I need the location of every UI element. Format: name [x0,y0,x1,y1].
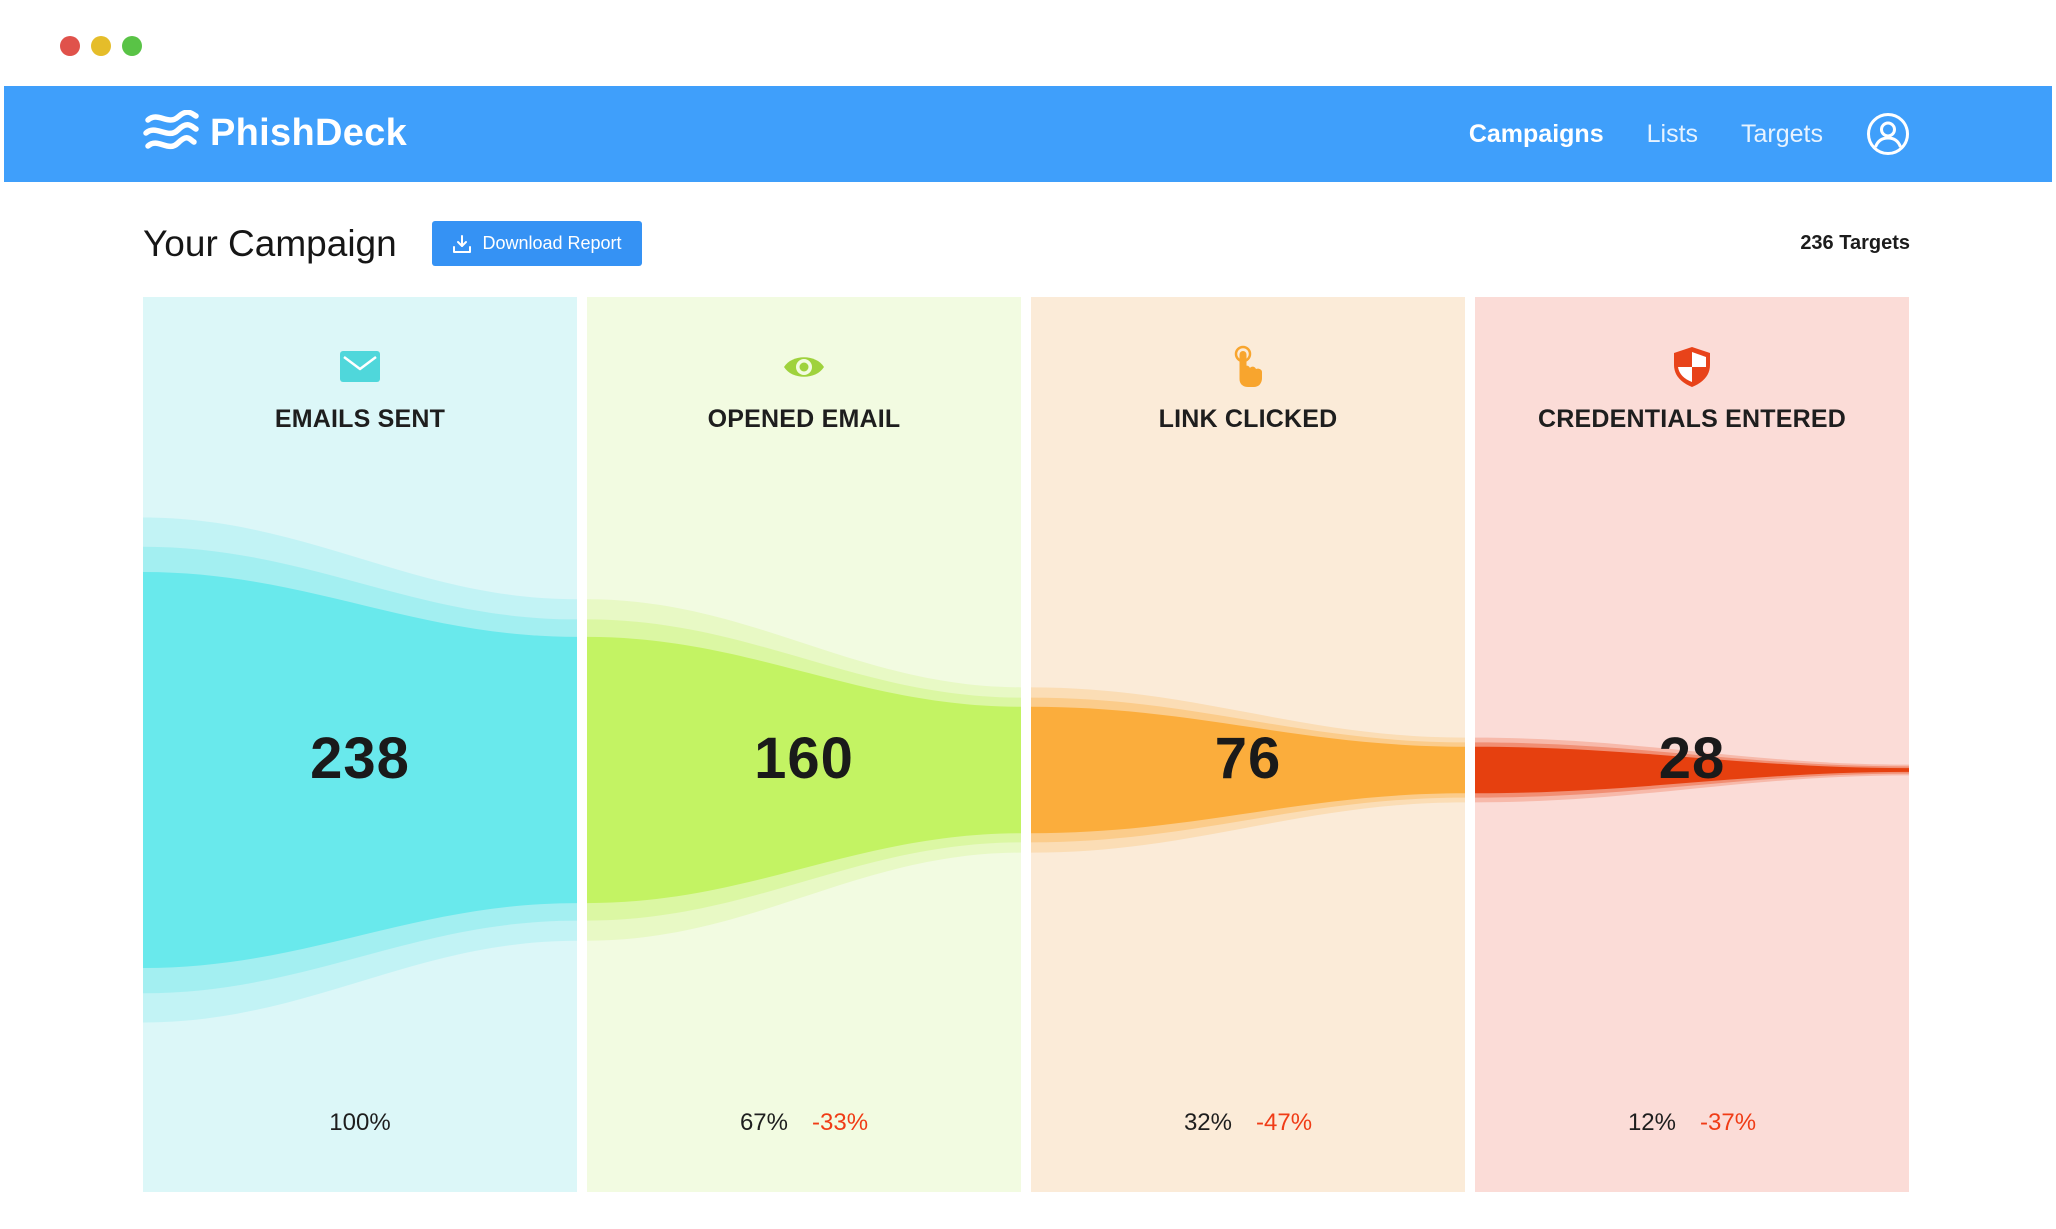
stage-percent: 100% [329,1109,391,1136]
stage-label: OPENED EMAIL [707,405,901,433]
nav-links: Campaigns Lists Targets [1469,86,1823,182]
envelope-icon [340,351,380,382]
user-circle-icon[interactable] [1866,112,1910,156]
download-report-button[interactable]: Download Report [432,221,642,266]
stage-change: -37% [1700,1109,1757,1136]
stage-value: 238 [310,726,410,791]
funnel-stage-emails-sent: EMAILS SENT 238 100% [143,297,577,1192]
download-report-label: Download Report [482,233,622,253]
targets-count: 236 Targets [1800,232,1910,254]
stage-value: 76 [1214,726,1282,791]
window-controls [60,36,142,56]
stage-stats: 67% -33% [587,1109,1021,1137]
window-close-button[interactable] [60,36,80,56]
stage-background [1475,297,1909,1192]
campaign-funnel-chart: EMAILS SENT 238 100% OPENED EMAIL 160 67… [143,297,1910,1192]
top-navbar: PhishDeck Campaigns Lists Targets [4,86,2052,182]
stage-change: -47% [1256,1109,1313,1136]
logo-text: PhishDeck [210,111,408,154]
stage-stats: 100% [143,1109,577,1137]
pointer-hand-icon [1234,345,1262,387]
stage-percent: 32% [1183,1109,1232,1136]
funnel-stage-opened-email: OPENED EMAIL 160 67% -33% [587,297,1021,1192]
stage-flow-band [1031,706,1465,834]
nav-link-campaigns[interactable]: Campaigns [1468,119,1604,148]
window-minimize-button[interactable] [91,36,111,56]
stage-stats: 32% -47% [1031,1109,1465,1137]
nav-link-lists[interactable]: Lists [1646,119,1699,148]
stage-label: EMAILS SENT [274,405,446,433]
page-header: Your Campaign Download Report 236 Target… [143,220,1910,268]
eye-icon [784,357,824,377]
stage-flow-band [587,636,1021,904]
waves-icon [143,110,199,150]
stage-stats: 12% -37% [1475,1109,1909,1137]
nav-link-targets[interactable]: Targets [1741,119,1823,148]
download-icon [453,234,472,253]
stage-change: -33% [812,1109,869,1136]
stage-flow-band [1475,746,1909,794]
stage-value: 28 [1658,726,1726,791]
stage-percent: 67% [739,1109,788,1136]
funnel-stage-link-clicked: LINK CLICKED 76 32% -47% [1031,297,1465,1192]
funnel-stage-credentials-entered: CREDENTIALS ENTERED 28 12% -37% [1475,297,1909,1192]
stage-value: 160 [754,726,854,791]
window-maximize-button[interactable] [122,36,142,56]
stage-flow-band [143,572,577,968]
page-title: Your Campaign [143,223,397,264]
stage-label: LINK CLICKED [1158,405,1338,433]
stage-label: CREDENTIALS ENTERED [1538,405,1846,433]
logo[interactable]: PhishDeck [142,110,407,156]
stage-percent: 12% [1627,1109,1676,1136]
funnel-graphic [143,297,1909,1192]
shield-icon [1674,347,1710,387]
